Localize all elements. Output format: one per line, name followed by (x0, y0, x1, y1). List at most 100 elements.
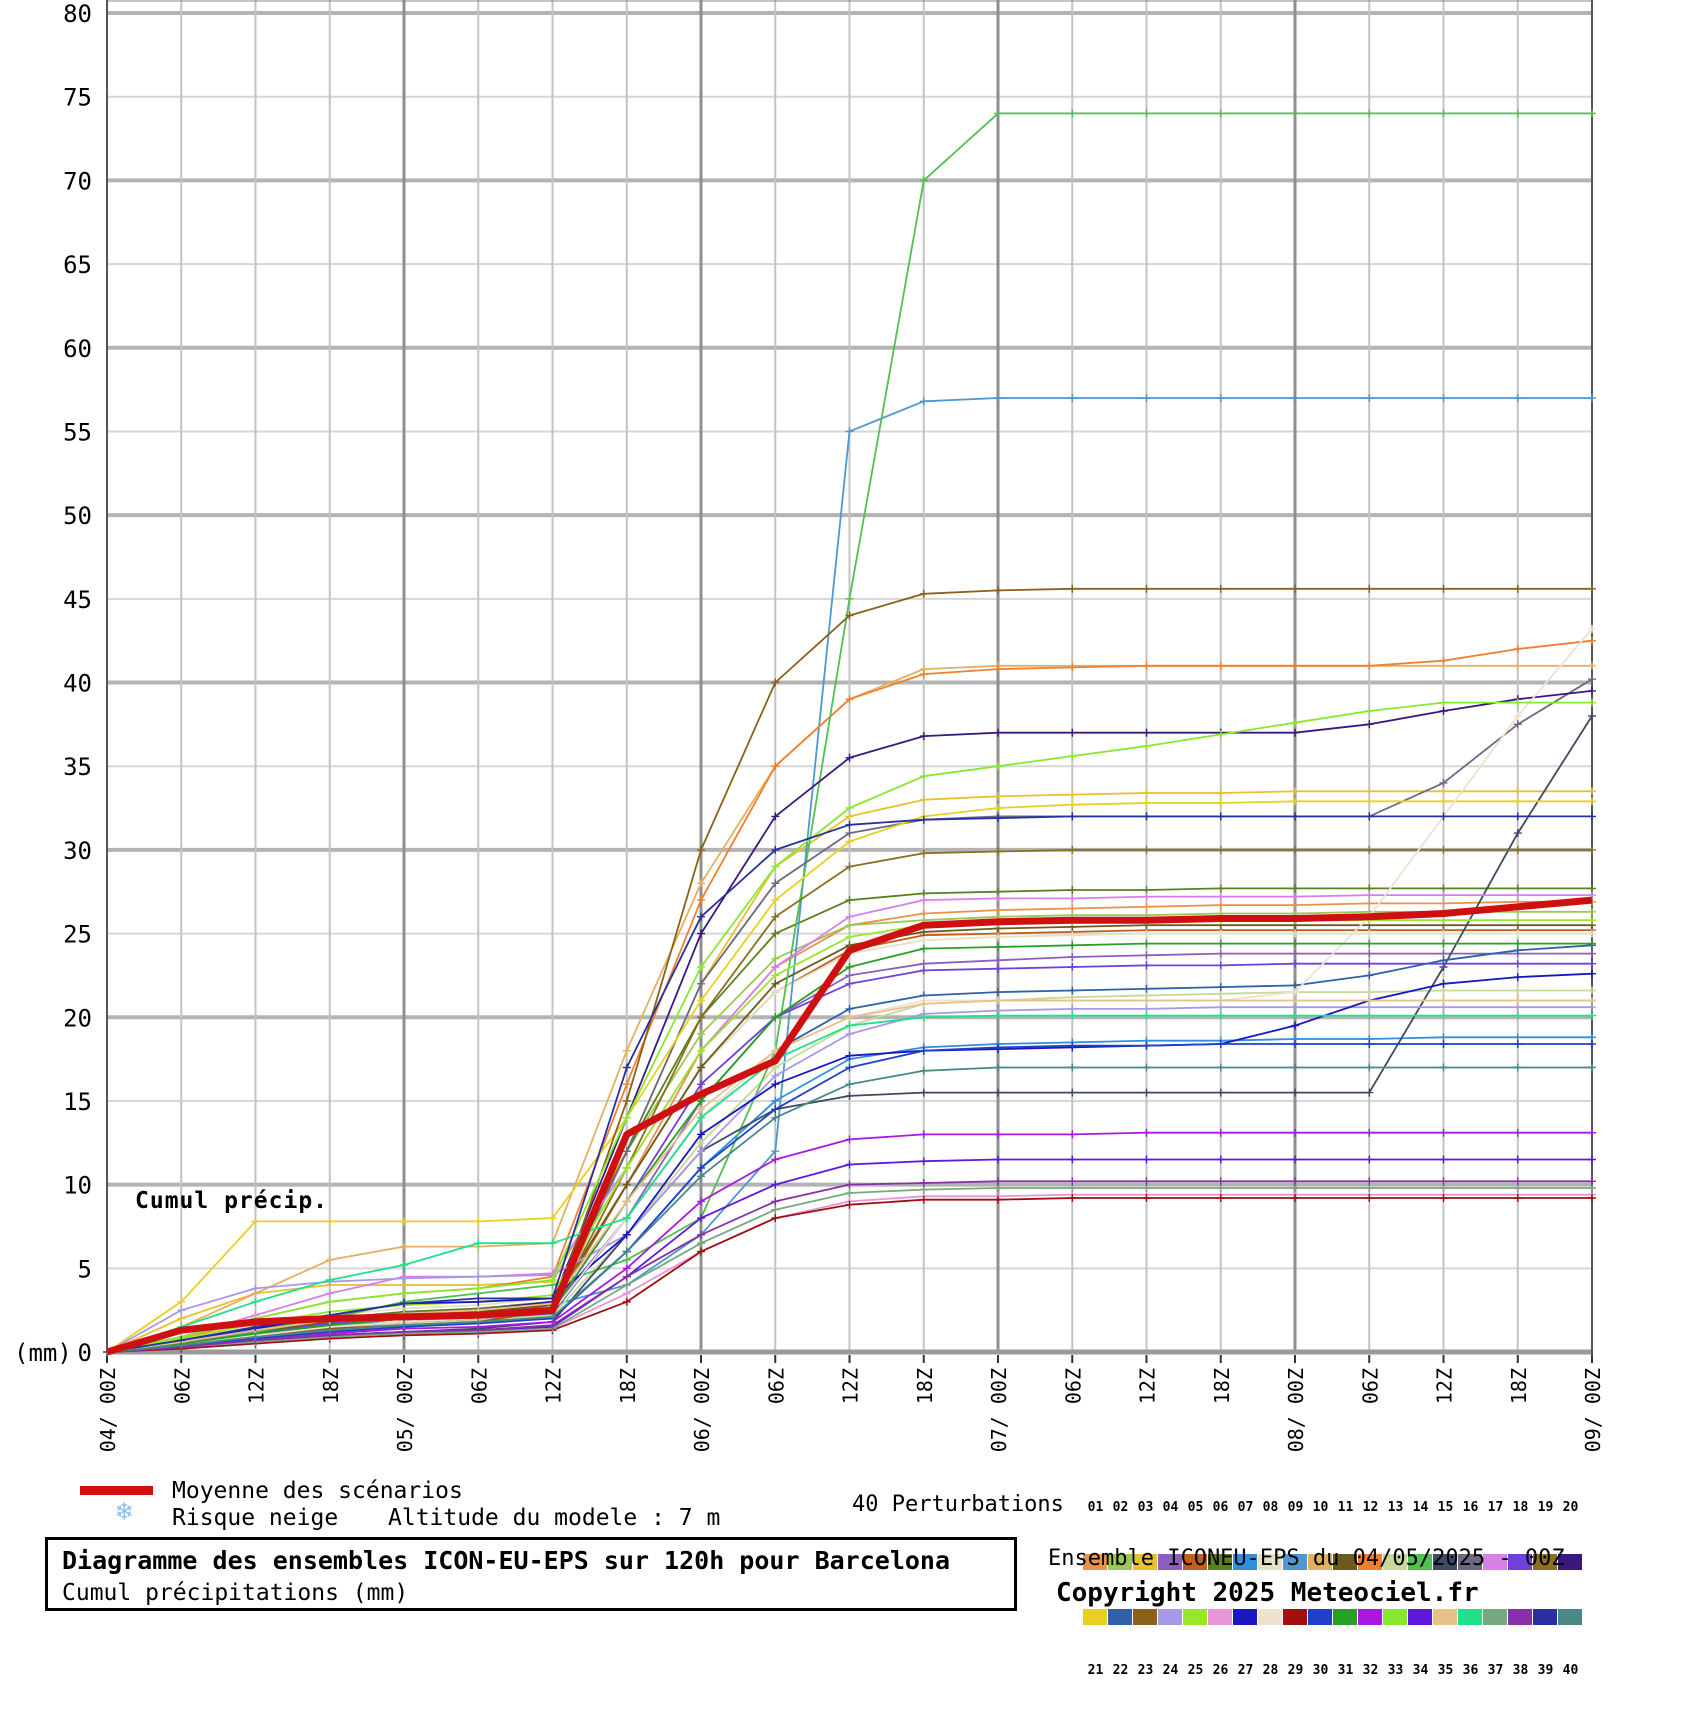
svg-text:06/ 00Z: 06/ 00Z (690, 1368, 714, 1452)
perturbation-color-swatch (1258, 1609, 1282, 1625)
perturbation-number: 12 (1362, 1500, 1379, 1515)
svg-text:20: 20 (63, 1004, 92, 1032)
perturbation-color-swatch (1333, 1609, 1357, 1625)
perturbation-color-swatch (1558, 1554, 1582, 1570)
chart-subtitle: Cumul précipitations (mm) (62, 1580, 409, 1606)
svg-text:06Z: 06Z (1358, 1368, 1382, 1404)
svg-text:06Z: 06Z (467, 1368, 491, 1404)
perturbation-number: 31 (1337, 1663, 1354, 1678)
svg-text:12Z: 12Z (245, 1368, 269, 1404)
perturbation-number: 11 (1337, 1500, 1354, 1515)
perturbation-number: 34 (1412, 1663, 1429, 1678)
perturbation-number: 23 (1137, 1663, 1154, 1678)
ensemble-plot: 0 5 10 15 20 25 30 35 40 45 50 55 60 65 70 75 80 (mm) 04/ … (14, 0, 1605, 1452)
perturbation-numbers-bottom: 21 22 23 24 25 26 27 28 29 30 31 32 33 34 35 36 37 38 39 40 (1083, 1663, 1593, 1678)
perturbation-color-swatch (1508, 1609, 1532, 1625)
perturbation-number: 38 (1512, 1663, 1529, 1678)
perturbation-number: 17 (1487, 1500, 1504, 1515)
perturbation-color-swatch (1533, 1609, 1557, 1625)
perturbation-number: 04 (1162, 1500, 1179, 1515)
svg-text:(mm): (mm) (14, 1339, 72, 1367)
perturbation-number: 15 (1437, 1500, 1454, 1515)
perturbation-color-swatch (1458, 1609, 1482, 1625)
perturbation-color-swatch (1383, 1554, 1407, 1570)
perturbation-number: 39 (1537, 1663, 1554, 1678)
svg-text:18Z: 18Z (616, 1368, 640, 1404)
perturbation-color-swatch (1333, 1554, 1357, 1570)
perturbation-color-swatch (1358, 1554, 1382, 1570)
perturbation-color-swatch (1308, 1609, 1332, 1625)
perturbation-color-swatch (1283, 1609, 1307, 1625)
perturbation-color-swatch (1408, 1609, 1432, 1625)
perturbation-number: 19 (1537, 1500, 1554, 1515)
chart-title: Diagramme des ensembles ICON-EU-EPS sur … (62, 1546, 951, 1575)
perturbation-numbers-top: 01 02 03 04 05 06 07 08 09 10 11 12 13 14 15 16 17 18 19 20 (1083, 1500, 1593, 1515)
perturbation-number: 26 (1212, 1663, 1229, 1678)
perturbation-number: 27 (1237, 1663, 1254, 1678)
svg-text:80: 80 (63, 0, 92, 28)
perturbation-number: 18 (1512, 1500, 1529, 1515)
svg-text:5: 5 (78, 1255, 92, 1283)
perturbation-color-swatch (1258, 1554, 1282, 1570)
svg-text:40: 40 (63, 670, 92, 698)
perturbation-number: 28 (1262, 1663, 1279, 1678)
svg-text:06Z: 06Z (1061, 1368, 1085, 1404)
perturbation-color-swatch (1433, 1554, 1457, 1570)
perturbation-number: 16 (1462, 1500, 1479, 1515)
perturbation-number: 13 (1387, 1500, 1404, 1515)
perturbation-number: 07 (1237, 1500, 1254, 1515)
svg-text:10: 10 (63, 1172, 92, 1200)
perturbation-number: 37 (1487, 1663, 1504, 1678)
perturbation-color-swatch (1358, 1609, 1382, 1625)
perturbation-color-swatch (1133, 1609, 1157, 1625)
svg-text:35: 35 (63, 753, 92, 781)
perturbation-number: 20 (1562, 1500, 1579, 1515)
svg-text:55: 55 (63, 418, 92, 446)
perturbation-number: 09 (1287, 1500, 1304, 1515)
perturbation-number: 05 (1187, 1500, 1204, 1515)
svg-text:12Z: 12Z (1433, 1368, 1457, 1404)
perturbation-number: 22 (1112, 1663, 1129, 1678)
svg-text:65: 65 (63, 251, 92, 279)
perturbation-number: 10 (1312, 1500, 1329, 1515)
svg-text:18Z: 18Z (319, 1368, 343, 1404)
svg-text:04/ 00Z: 04/ 00Z (96, 1368, 120, 1452)
perturbation-color-swatch (1283, 1554, 1307, 1570)
perturbations-count-label: 40 Perturbations (852, 1492, 1064, 1517)
svg-text:08/ 00Z: 08/ 00Z (1284, 1368, 1308, 1452)
perturbation-number: 02 (1112, 1500, 1129, 1515)
perturbation-number: 06 (1212, 1500, 1229, 1515)
svg-text:12Z: 12Z (839, 1368, 863, 1404)
svg-text:12Z: 12Z (542, 1368, 566, 1404)
svg-text:30: 30 (63, 837, 92, 865)
perturbation-color-swatch (1133, 1554, 1157, 1570)
perturbation-color-swatch (1108, 1554, 1132, 1570)
perturbation-color-swatch (1233, 1609, 1257, 1625)
perturbation-swatches-bottom (1083, 1609, 1593, 1625)
perturbation-number: 33 (1387, 1663, 1404, 1678)
perturbation-number: 01 (1087, 1500, 1104, 1515)
perturbation-color-swatch (1308, 1554, 1332, 1570)
perturbation-color-swatch (1158, 1554, 1182, 1570)
perturbation-number: 35 (1437, 1663, 1454, 1678)
perturbation-number: 21 (1087, 1663, 1104, 1678)
title-box: Diagramme des ensembles ICON-EU-EPS sur … (45, 1537, 1017, 1611)
svg-text:05/ 00Z: 05/ 00Z (393, 1368, 417, 1452)
perturbation-color-swatch (1208, 1609, 1232, 1625)
svg-text:06Z: 06Z (764, 1368, 788, 1404)
perturbation-number: 36 (1462, 1663, 1479, 1678)
svg-text:0: 0 (78, 1339, 92, 1367)
perturbation-color-swatch (1458, 1554, 1482, 1570)
perturbation-swatches-top (1083, 1554, 1593, 1570)
perturbation-number: 03 (1137, 1500, 1154, 1515)
perturbation-number: 24 (1162, 1663, 1179, 1678)
snowflake-icon: ❄ (116, 1496, 133, 1527)
perturbation-color-swatch (1508, 1554, 1532, 1570)
snow-risk-label: Risque neige (172, 1505, 339, 1531)
mean-line-swatch (80, 1486, 153, 1495)
svg-text:18Z: 18Z (1507, 1368, 1531, 1404)
perturbation-color-swatch (1233, 1554, 1257, 1570)
perturbation-color-swatch (1108, 1609, 1132, 1625)
svg-text:18Z: 18Z (913, 1368, 937, 1404)
perturbation-number: 29 (1287, 1663, 1304, 1678)
